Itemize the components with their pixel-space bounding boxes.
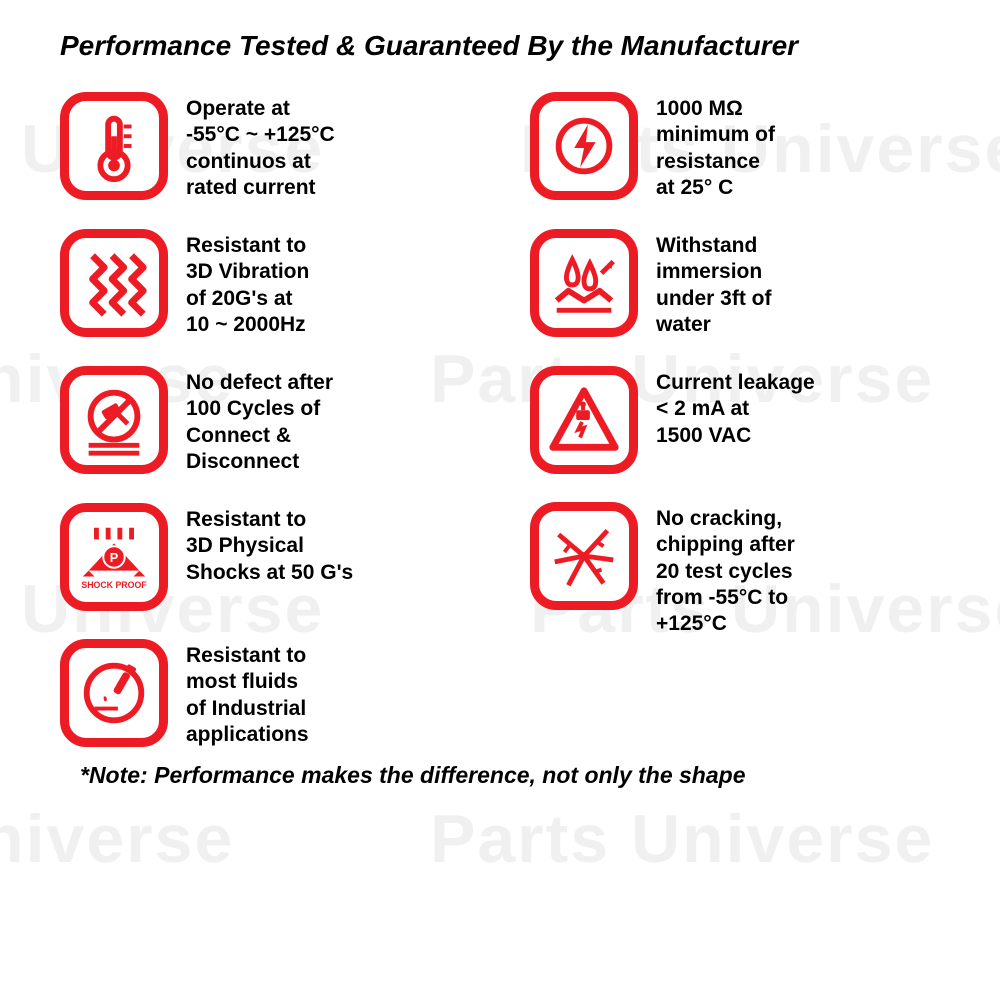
feature-grid: Operate at-55°C ~ +125°Ccontinuos atrate… (60, 92, 940, 748)
feature-text: No defect after100 Cycles ofConnect &Dis… (186, 366, 333, 475)
leakage-icon (530, 366, 638, 474)
watermark-text: Parts Universe (0, 800, 234, 878)
feature-text: Withstandimmersionunder 3ft ofwater (656, 229, 772, 338)
feature-text: Resistant tomost fluidsof Industrialappl… (186, 639, 309, 748)
feature-item: Current leakage< 2 mA at1500 VAC (530, 366, 940, 474)
feature-column-right: 1000 MΩminimum ofresistanceat 25° C Withs… (530, 92, 940, 748)
feature-text: No cracking,chipping after20 test cycles… (656, 502, 795, 637)
feature-item: No defect after100 Cycles ofConnect &Dis… (60, 366, 470, 475)
fluid-icon (60, 639, 168, 747)
feature-item: 1000 MΩminimum ofresistanceat 25° C (530, 92, 940, 201)
hammer-icon (60, 366, 168, 474)
feature-text: 1000 MΩminimum ofresistanceat 25° C (656, 92, 775, 201)
feature-text: Current leakage< 2 mA at1500 VAC (656, 366, 815, 449)
crack-icon (530, 502, 638, 610)
vibration-icon (60, 229, 168, 337)
feature-item: No cracking,chipping after20 test cycles… (530, 502, 940, 637)
bolt-icon (530, 92, 638, 200)
shock-icon (60, 503, 168, 611)
feature-text: Operate at-55°C ~ +125°Ccontinuos atrate… (186, 92, 335, 201)
feature-text: Resistant to3D PhysicalShocks at 50 G's (186, 503, 353, 586)
page-title: Performance Tested & Guaranteed By the M… (60, 30, 940, 62)
feature-item: Operate at-55°C ~ +125°Ccontinuos atrate… (60, 92, 470, 201)
feature-item: Withstandimmersionunder 3ft ofwater (530, 229, 940, 338)
feature-item: Resistant tomost fluidsof Industrialappl… (60, 639, 470, 748)
footnote: *Note: Performance makes the difference,… (60, 762, 940, 789)
water-icon (530, 229, 638, 337)
watermark-text: Parts Universe (430, 800, 934, 878)
feature-item: Resistant to3D Vibrationof 20G's at10 ~ … (60, 229, 470, 338)
thermometer-icon (60, 92, 168, 200)
feature-text: Resistant to3D Vibrationof 20G's at10 ~ … (186, 229, 309, 338)
feature-item: Resistant to3D PhysicalShocks at 50 G's (60, 503, 470, 611)
feature-column-left: Operate at-55°C ~ +125°Ccontinuos atrate… (60, 92, 470, 748)
